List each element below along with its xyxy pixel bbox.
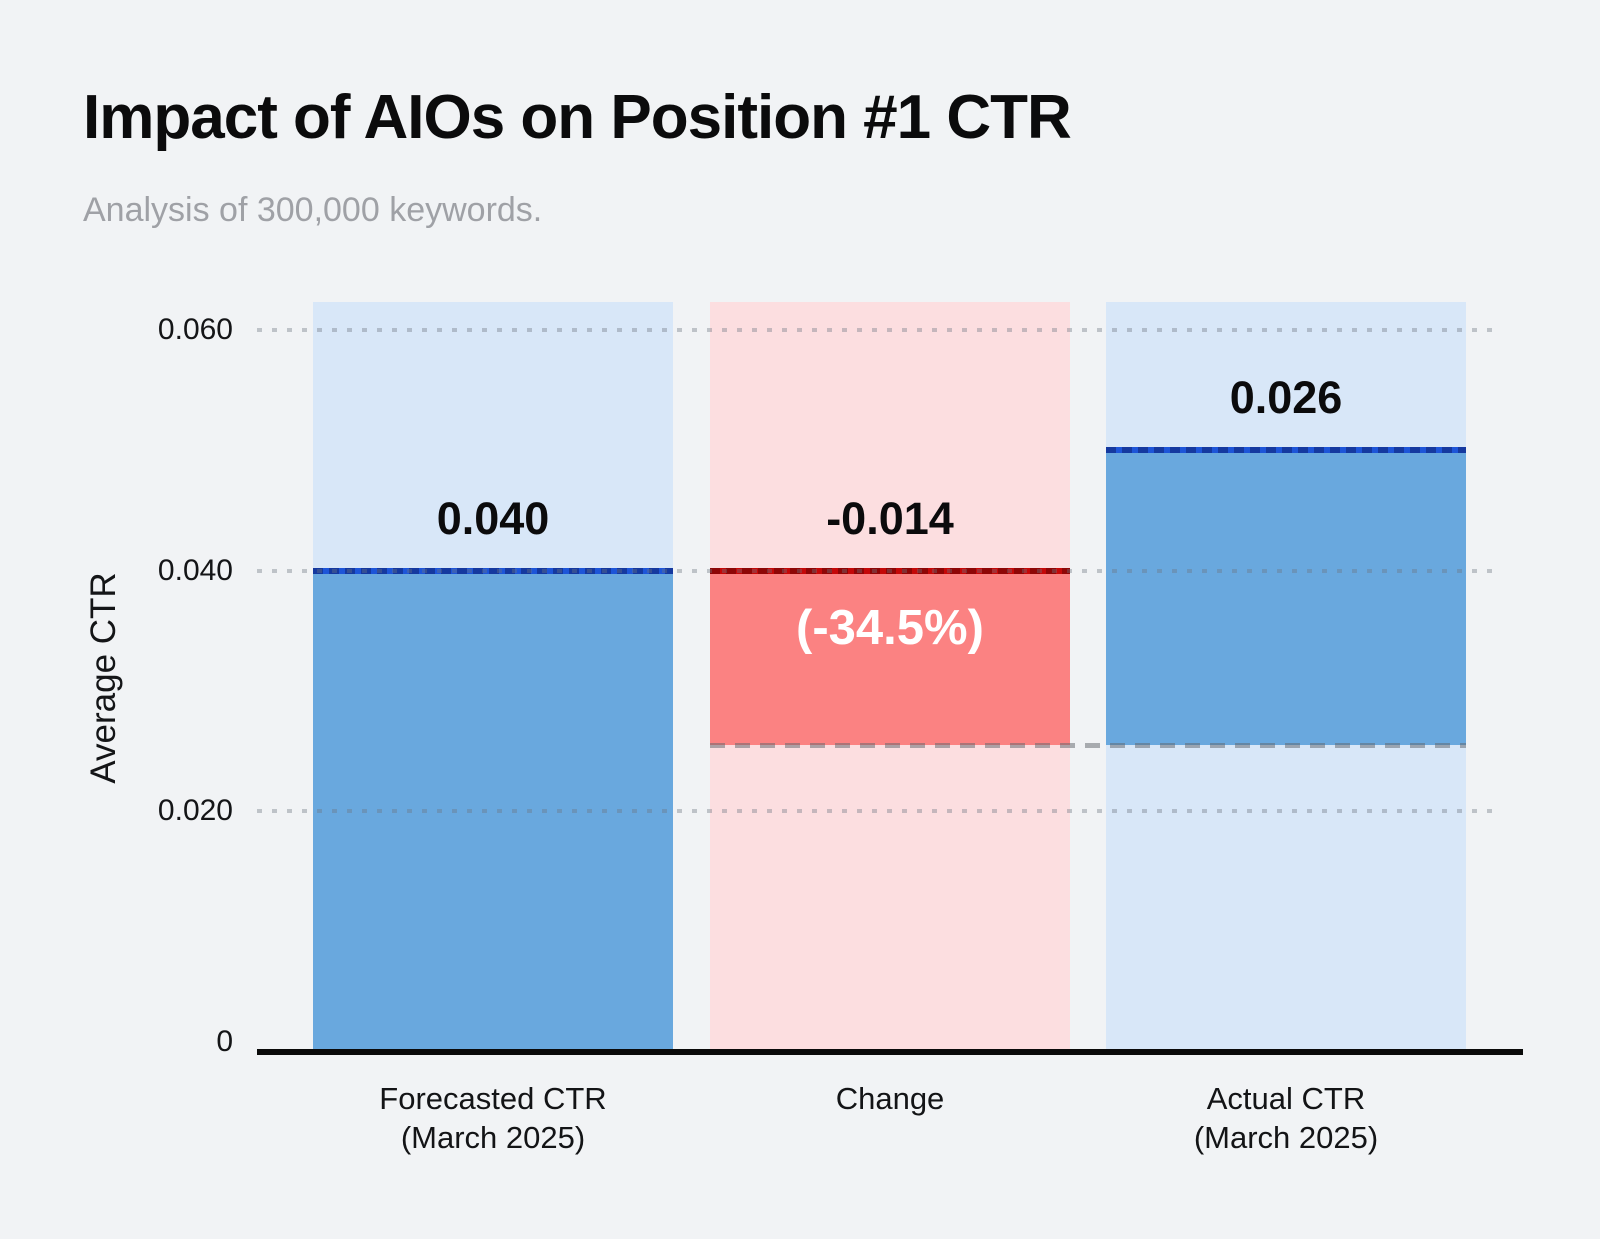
y-tick-label: 0.020 <box>157 794 233 828</box>
bar-segment-3 <box>1106 450 1466 746</box>
bar-segment-2 <box>710 570 1070 746</box>
x-category-label-line: Actual CTR <box>1206 1081 1366 1116</box>
x-category-label: Change <box>660 1079 1120 1118</box>
x-category-label-line: Change <box>835 1081 945 1116</box>
x-category-label-line: (March 2025) <box>1193 1120 1379 1155</box>
x-axis-line <box>257 1049 1523 1055</box>
bar-value-label: 0.040 <box>436 492 550 544</box>
bar-value-label: -0.014 <box>826 492 954 544</box>
bar-value-label: 0.026 <box>1229 372 1343 424</box>
y-tick-label: 0.060 <box>157 312 233 346</box>
x-category-label-line: Forecasted CTR <box>379 1081 607 1116</box>
y-tick-label: 0 <box>216 1025 233 1058</box>
chart-subtitle: Analysis of 300,000 keywords. <box>83 191 543 229</box>
bar-top-line-2 <box>710 567 1070 574</box>
y-gridline-dotted <box>257 568 1500 573</box>
y-tick-label: 0.040 <box>157 553 233 587</box>
y-axis-title: Average CTR <box>84 572 123 784</box>
x-category-label-line: (March 2025) <box>400 1120 586 1155</box>
chart-title: Impact of AIOs on Position #1 CTR <box>83 83 1072 152</box>
change-level-dashed-line <box>710 742 1466 748</box>
x-category-label: Forecasted CTR (March 2025) <box>263 1079 723 1157</box>
y-gridline-dotted <box>257 809 1500 814</box>
y-gridline-dotted <box>257 327 1500 332</box>
bar-inside-percent-label: (-34.5%) <box>796 600 984 655</box>
bar-segment-1 <box>313 570 673 1049</box>
bar-top-line-1 <box>313 567 673 574</box>
x-category-label: Actual CTR (March 2025) <box>1056 1079 1516 1157</box>
bar-top-line-3 <box>1106 447 1466 454</box>
